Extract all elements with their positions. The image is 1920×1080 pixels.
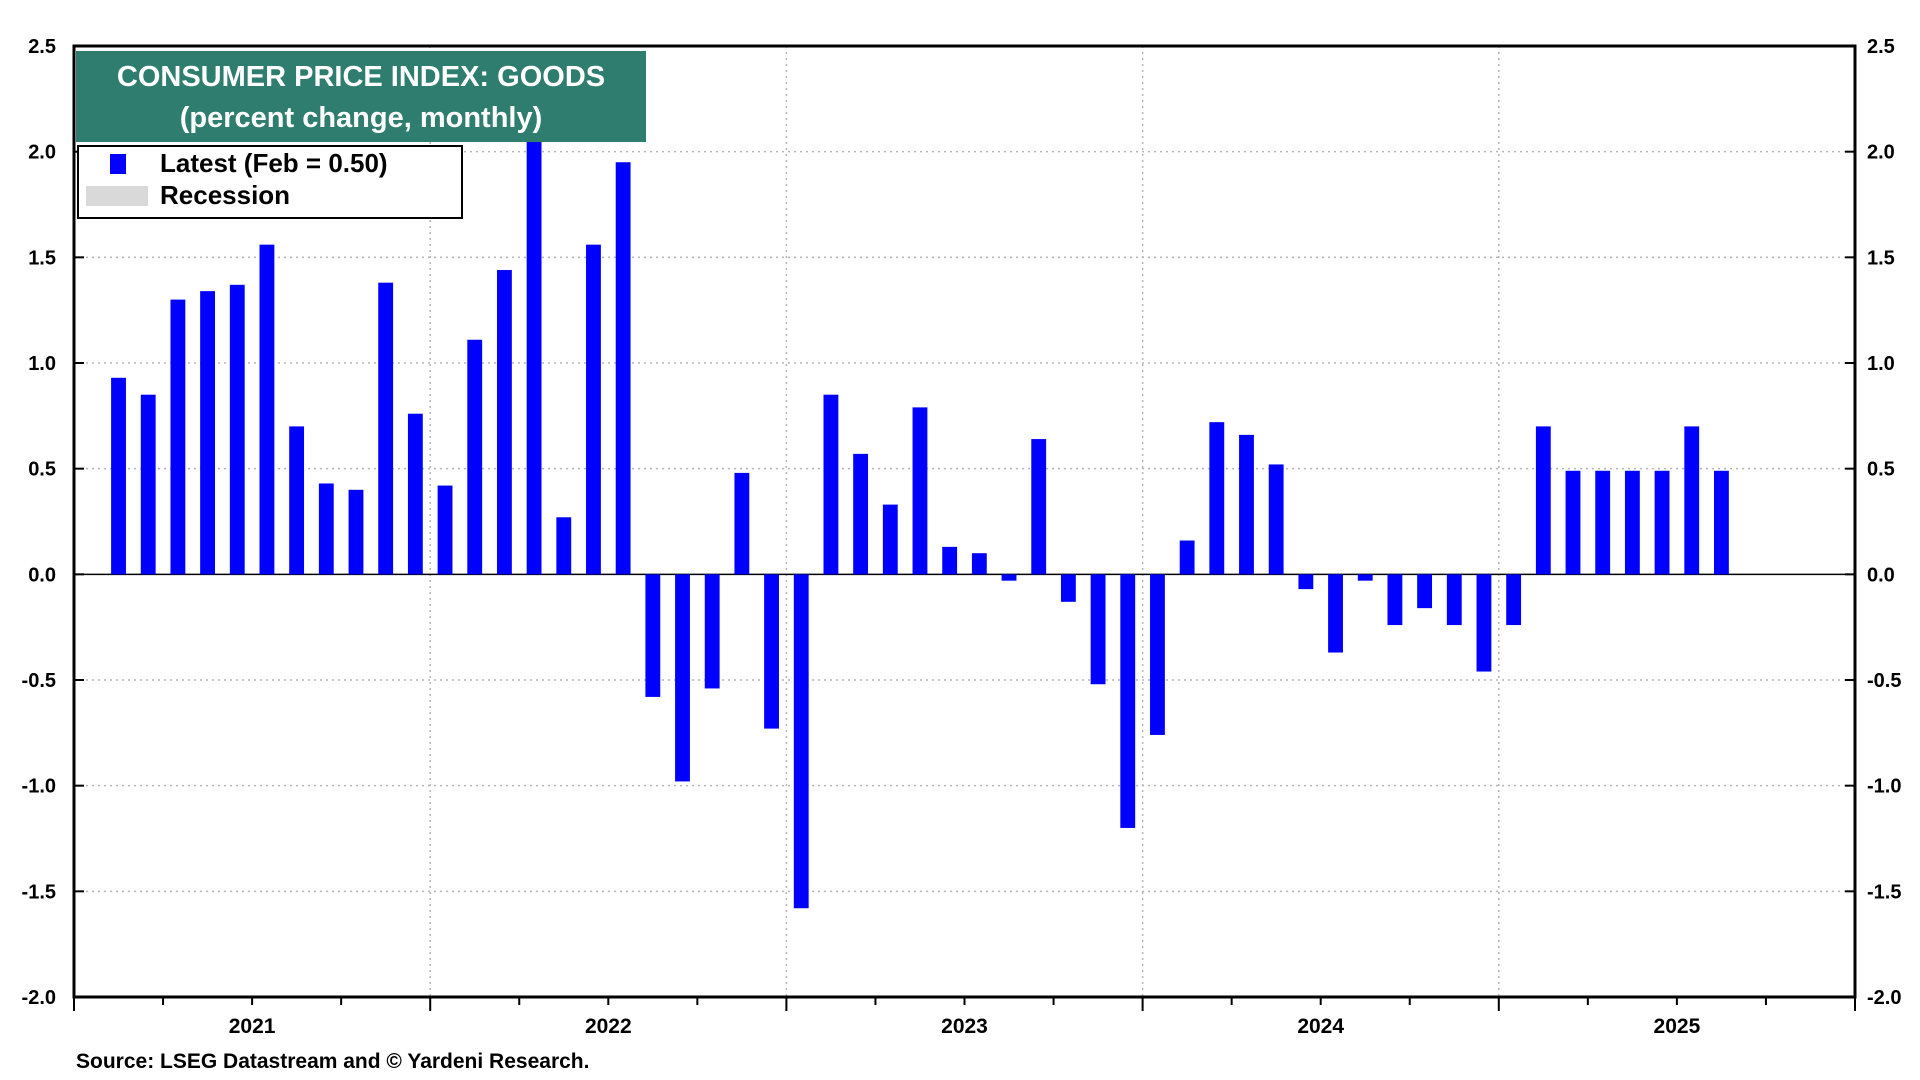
y-tick-label-left: 1.0	[28, 353, 56, 375]
bar	[675, 574, 690, 782]
y-tick-label-right: 0.0	[1867, 564, 1895, 586]
bar	[615, 162, 631, 575]
y-tick-label-left: -2.0	[22, 987, 56, 1009]
bar	[556, 517, 572, 575]
chart-subtitle: (percent change, monthly)	[180, 102, 543, 134]
legend-swatch-latest	[110, 154, 126, 174]
bar	[1060, 574, 1076, 602]
bar	[318, 483, 334, 575]
y-tick-label-right: 0.5	[1867, 459, 1895, 481]
bar	[793, 574, 809, 909]
title-background	[76, 51, 646, 142]
y-tick-label-right: -1.0	[1867, 776, 1901, 798]
axis-ticks	[73, 45, 1856, 1011]
bar	[1506, 574, 1522, 626]
bar	[1624, 470, 1640, 575]
bar	[1179, 540, 1195, 575]
bar	[437, 485, 453, 575]
y-tick-label-left: -0.5	[22, 670, 56, 692]
bar	[882, 504, 898, 575]
bar	[526, 126, 542, 575]
legend-label-recession: Recession	[160, 180, 290, 210]
bar	[348, 489, 364, 575]
bar	[1239, 434, 1254, 575]
bar	[1268, 464, 1284, 575]
y-tick-label-left: 2.5	[28, 36, 56, 58]
bar	[764, 574, 779, 729]
y-tick-label-left: -1.0	[22, 776, 56, 798]
bar	[1209, 422, 1225, 575]
chart-title: CONSUMER PRICE INDEX: GOODS	[117, 61, 605, 93]
grid-lines	[74, 46, 1855, 997]
bar	[1654, 470, 1670, 575]
x-axis-year-labels: 2021 2022 2023 2024 2025	[229, 1015, 1701, 1038]
bar	[496, 270, 512, 575]
bar	[1001, 574, 1017, 581]
y-tick-label-left: 0.0	[28, 564, 56, 586]
y-tick-label-right: 2.5	[1867, 36, 1895, 58]
y-axis-left-labels: 2.5 2.0 1.5 1.0 0.5 0.0 -0.5 -1.0 -1.5 -2.0	[22, 36, 56, 1009]
title-box: CONSUMER PRICE INDEX: GOODS (percent cha…	[76, 51, 646, 142]
x-year-label: 2023	[941, 1015, 988, 1038]
bar	[1595, 470, 1611, 575]
bar	[378, 282, 394, 575]
y-tick-label-right: -1.5	[1867, 881, 1901, 903]
bar	[229, 284, 245, 575]
bar	[1150, 574, 1165, 735]
bars	[111, 126, 1729, 909]
legend: Latest (Feb = 0.50) Recession	[77, 145, 463, 219]
bar	[1565, 470, 1581, 575]
y-tick-label-left: -1.5	[22, 881, 56, 903]
y-tick-label-right: -2.0	[1867, 987, 1901, 1009]
bar	[704, 574, 720, 689]
bar	[971, 553, 987, 575]
bar	[1090, 574, 1106, 685]
bar	[289, 426, 305, 575]
x-year-label: 2025	[1654, 1015, 1701, 1038]
source-note: Source: LSEG Datastream and © Yardeni Re…	[76, 1050, 589, 1073]
legend-swatch-recession	[86, 186, 148, 206]
bar	[1476, 574, 1492, 672]
legend-label-latest: Latest (Feb = 0.50)	[160, 148, 388, 178]
bar	[200, 291, 215, 575]
bar	[1684, 426, 1700, 575]
bar	[1120, 574, 1136, 828]
x-year-label: 2024	[1297, 1015, 1344, 1038]
bar	[259, 244, 275, 575]
y-tick-label-right: 1.5	[1867, 247, 1895, 269]
bar	[1714, 470, 1729, 575]
bar	[1298, 574, 1314, 590]
y-tick-label-right: -0.5	[1867, 670, 1901, 692]
bar	[912, 407, 928, 575]
bar	[1417, 574, 1433, 609]
bar	[140, 394, 156, 575]
bar	[1535, 426, 1551, 575]
bar	[823, 394, 839, 575]
y-tick-label-right: 1.0	[1867, 353, 1895, 375]
y-tick-label-left: 0.5	[28, 459, 56, 481]
bar	[170, 299, 186, 575]
y-tick-label-right: 2.0	[1867, 142, 1895, 164]
bar	[942, 546, 958, 575]
y-tick-label-left: 1.5	[28, 247, 56, 269]
x-year-label: 2021	[229, 1015, 276, 1038]
bar	[645, 574, 661, 697]
bar	[407, 413, 423, 575]
bar	[1031, 439, 1047, 575]
bar	[586, 244, 601, 575]
bar	[111, 377, 126, 575]
bar	[1357, 574, 1373, 581]
bar	[1446, 574, 1462, 626]
bar	[467, 339, 483, 575]
y-tick-label-left: 2.0	[28, 142, 56, 164]
bar	[734, 472, 750, 575]
bar	[1328, 574, 1343, 653]
x-year-label: 2022	[585, 1015, 632, 1038]
bar	[853, 453, 869, 575]
bar	[1387, 574, 1403, 626]
y-axis-right-labels: 2.5 2.0 1.5 1.0 0.5 0.0 -0.5 -1.0 -1.5 -2.0	[1867, 36, 1901, 1009]
